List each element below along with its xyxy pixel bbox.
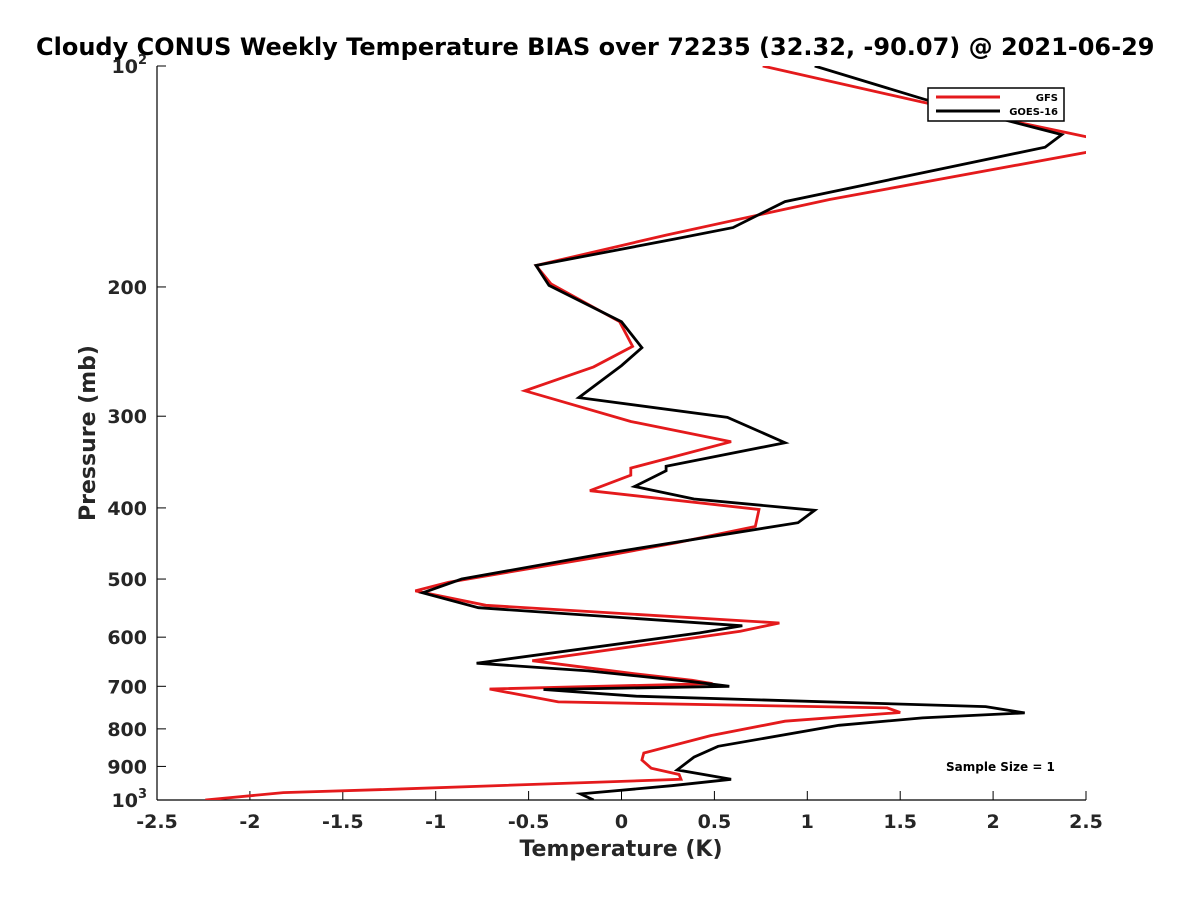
- legend-box: [927, 87, 1065, 122]
- y-tick-label: 102: [112, 53, 148, 78]
- legend: GFS GOES-16: [927, 87, 1065, 122]
- plot-area: [157, 66, 1086, 800]
- x-tick-label: -1: [425, 811, 446, 833]
- y-tick-label: 700: [107, 676, 147, 698]
- series-group: [205, 66, 1086, 800]
- y-tick-label: 500: [107, 569, 147, 591]
- x-axis-ticks: -2.5 -2 -1.5 -1 -0.5 0 0.5 1 1.5 2 2.5: [136, 791, 1103, 833]
- legend-label-goes16: GOES-16: [1009, 107, 1058, 118]
- x-axis-label: Temperature (K): [519, 837, 722, 862]
- x-tick-label: 0.5: [698, 811, 732, 833]
- x-tick-label: 1.5: [883, 811, 917, 833]
- x-tick-label: 2: [986, 811, 999, 833]
- y-axis-ticks: 102 200 300 400 500 600 700 800 900 103: [107, 53, 166, 812]
- x-tick-label: -2.5: [136, 811, 178, 833]
- x-tick-label: -2: [239, 811, 260, 833]
- y-tick-label: 200: [107, 277, 147, 299]
- y-tick-label: 600: [107, 627, 147, 649]
- x-tick-label: -1.5: [322, 811, 364, 833]
- y-tick-label: 103: [112, 787, 148, 812]
- legend-label-gfs: GFS: [1036, 93, 1058, 104]
- x-tick-label: 0: [615, 811, 628, 833]
- series-line-goes16: [417, 66, 1065, 800]
- y-tick-label: 300: [107, 406, 147, 428]
- sample-size-annotation: Sample Size = 1: [946, 760, 1055, 774]
- y-tick-label: 900: [107, 756, 147, 778]
- x-tick-label: -0.5: [508, 811, 550, 833]
- y-tick-label: 800: [107, 719, 147, 741]
- series-line-gfs: [205, 66, 1086, 800]
- y-tick-label: 400: [107, 498, 147, 520]
- x-tick-label: 2.5: [1069, 811, 1103, 833]
- y-axis-label: Pressure (mb): [76, 345, 101, 521]
- x-tick-label: 1: [801, 811, 814, 833]
- chart-title: Cloudy CONUS Weekly Temperature BIAS ove…: [36, 33, 1154, 61]
